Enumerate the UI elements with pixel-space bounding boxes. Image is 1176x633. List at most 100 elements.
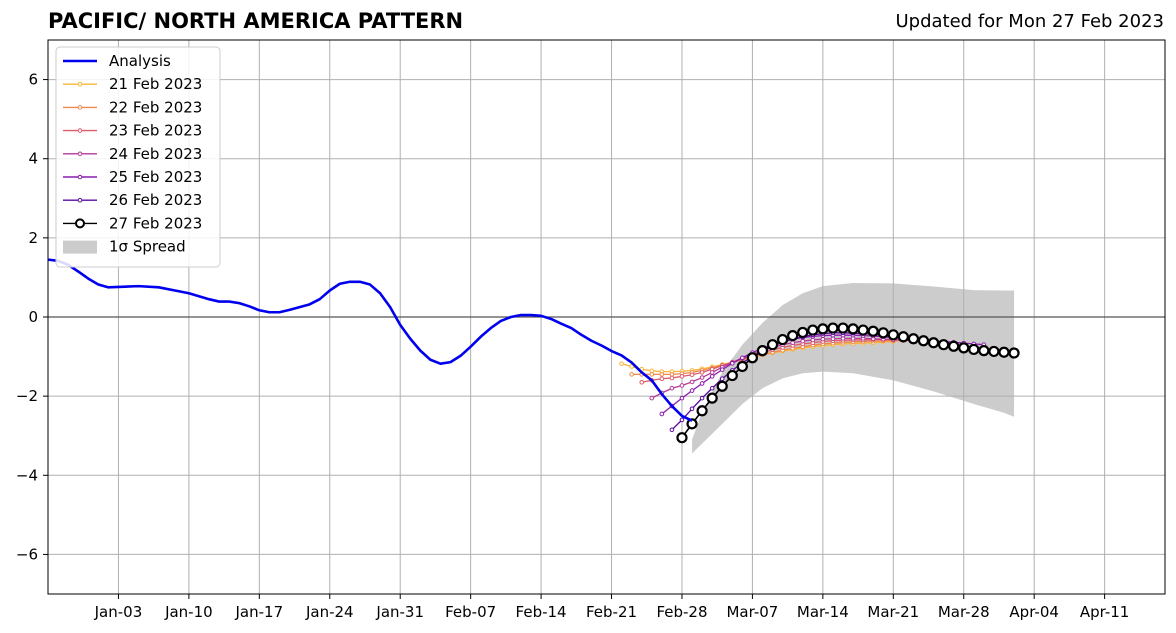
forecast-point — [669, 372, 675, 377]
forecast-point — [719, 376, 725, 382]
forecast-point — [787, 329, 799, 342]
forecast-point — [669, 385, 675, 391]
x-tick-label: Jan-17 — [235, 603, 284, 621]
spread-layer — [692, 282, 1015, 454]
forecast-point — [669, 427, 675, 433]
legend-marker — [77, 151, 83, 157]
legend-marker — [77, 105, 83, 110]
forecast-point — [797, 326, 809, 339]
y-tick-label: −6 — [16, 545, 38, 563]
forecast-point — [639, 379, 645, 385]
forecast-point — [746, 352, 759, 364]
forecast-point — [659, 372, 665, 377]
forecast-point — [766, 339, 779, 351]
legend-label: Analysis — [109, 52, 171, 70]
forecast-point — [907, 333, 920, 345]
x-tick-label: Jan-03 — [94, 603, 143, 621]
legend-label: 27 Feb 2023 — [109, 214, 202, 232]
forecast-point — [726, 369, 738, 382]
legend-label: 23 Feb 2023 — [109, 122, 202, 140]
legend-label: 25 Feb 2023 — [109, 168, 202, 186]
y-tick-label: −2 — [16, 387, 38, 405]
forecast-point — [709, 370, 715, 375]
forecast-point — [699, 381, 705, 386]
forecast-point — [689, 379, 695, 385]
forecast-point — [699, 395, 705, 401]
forecast-line — [641, 338, 914, 383]
forecast-point — [958, 342, 970, 354]
forecast-point — [729, 360, 735, 366]
x-tick-label: Jan-10 — [164, 603, 213, 621]
forecast-point — [659, 411, 665, 417]
forecast-point — [857, 324, 869, 336]
forecast-point — [938, 339, 950, 351]
forecast-point — [699, 370, 705, 375]
x-tick-label: Jan-24 — [305, 603, 354, 621]
y-tick-label: 2 — [28, 229, 38, 247]
x-tick-label: Apr-04 — [1009, 603, 1059, 621]
spread-band — [692, 282, 1015, 454]
legend-box — [55, 46, 221, 268]
forecast-point — [917, 335, 930, 347]
forecast-point — [676, 432, 688, 444]
x-tick-label: Feb-28 — [656, 603, 707, 621]
x-tick-label: Mar-21 — [867, 603, 919, 621]
y-tick-label: 6 — [28, 71, 38, 89]
legend-swatch — [63, 240, 97, 254]
forecast-point — [679, 395, 685, 401]
forecast-point — [706, 392, 718, 404]
forecast-point — [709, 385, 715, 391]
forecast-point — [887, 329, 899, 341]
forecast-point — [1008, 347, 1020, 359]
forecast-point — [716, 380, 728, 392]
forecast-point — [927, 337, 940, 349]
chart-title: PACIFIC/ NORTH AMERICA PATTERN — [48, 9, 464, 33]
forecast-point — [699, 375, 705, 380]
forecast-point — [867, 325, 879, 337]
y-tick-label: 4 — [28, 150, 38, 168]
forecast-point — [968, 343, 980, 356]
forecast-point — [649, 368, 655, 374]
legend-marker — [77, 174, 83, 180]
forecast-point — [659, 376, 665, 382]
forecast-point — [807, 324, 819, 336]
legend: Analysis 21 Feb 2023 22 Feb 2023 23 Feb 202… — [55, 46, 221, 268]
forecast-point — [689, 388, 695, 393]
forecast-point — [877, 327, 889, 339]
forecast-point — [998, 346, 1010, 358]
forecast-point — [719, 367, 725, 372]
forecast-point — [978, 345, 990, 357]
x-tick-label: Mar-14 — [797, 603, 849, 621]
x-tick-label: Feb-21 — [586, 603, 637, 621]
forecast-point — [696, 405, 708, 417]
legend-marker — [75, 218, 85, 229]
forecast-point — [679, 417, 685, 423]
forecast-point — [649, 395, 655, 401]
forecast-point — [817, 323, 829, 335]
x-tick-label: Feb-07 — [445, 603, 496, 621]
forecast-point — [629, 372, 634, 377]
forecast-point — [629, 364, 634, 369]
forecast-point — [689, 372, 695, 378]
forecast-point — [837, 322, 849, 334]
x-tick-label: Jan-31 — [375, 603, 424, 621]
forecast-point — [679, 374, 685, 379]
forecast-point — [740, 355, 745, 361]
forecast-point — [897, 331, 909, 343]
forecast-point — [709, 374, 715, 379]
forecast-point — [790, 340, 795, 346]
legend-label: 24 Feb 2023 — [109, 145, 202, 163]
forecast-point — [800, 338, 806, 344]
forecast-point — [736, 360, 748, 373]
legend-label: 1σ Spread — [109, 238, 186, 256]
x-tick-label: Apr-11 — [1080, 603, 1130, 621]
legend-marker — [77, 197, 83, 203]
forecast-point — [649, 372, 655, 377]
forecast-point — [948, 340, 960, 352]
legend-label: 22 Feb 2023 — [109, 98, 202, 116]
forecast-point — [686, 418, 698, 430]
y-tick-label: 0 — [28, 308, 38, 326]
forecast-point — [679, 383, 685, 388]
forecast-point — [756, 345, 769, 357]
